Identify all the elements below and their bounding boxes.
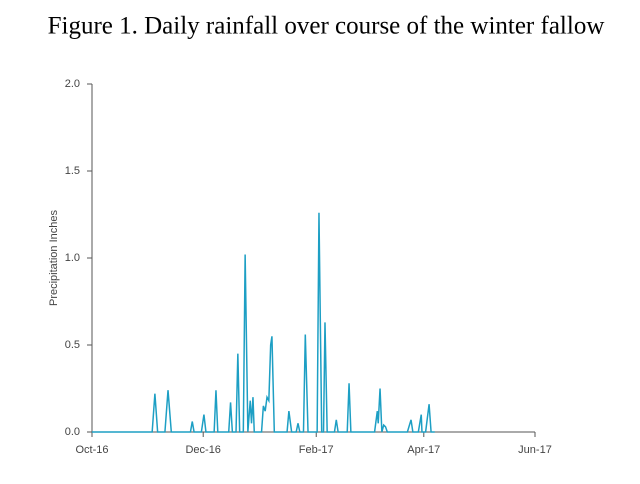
- line-series: [92, 212, 435, 433]
- x-tick-label: Feb-17: [299, 444, 334, 456]
- y-tick-label: 2.0: [65, 78, 80, 90]
- y-tick-label: 0.5: [65, 339, 80, 351]
- x-tick-label: Jun-17: [518, 444, 552, 456]
- x-tick-label: Apr-17: [407, 444, 440, 456]
- y-tick-label: 0.0: [65, 426, 80, 438]
- x-tick-label: Dec-16: [185, 444, 220, 456]
- x-tick-label: Oct-16: [75, 444, 108, 456]
- y-tick-label: 1.5: [65, 165, 80, 177]
- chart-title: Figure 1. Daily rainfall over course of …: [48, 13, 605, 40]
- y-tick-label: 1.0: [65, 252, 80, 264]
- y-axis-label: Precipitation Inches: [48, 210, 60, 306]
